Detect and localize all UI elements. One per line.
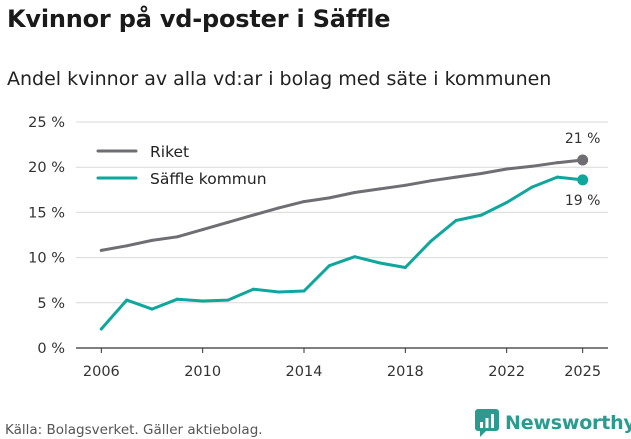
data-point — [555, 161, 559, 165]
legend-label: Riket — [150, 143, 189, 161]
x-axis: 2006 2010 2014 2018 2022 2025 — [83, 348, 601, 380]
y-tick-label: 25 % — [28, 115, 65, 131]
data-point — [555, 175, 559, 179]
data-point — [277, 290, 281, 294]
x-tick-label: 2025 — [564, 364, 601, 380]
x-tick-label: 2018 — [387, 364, 424, 380]
series-end-label: 21 % — [565, 131, 601, 147]
data-point — [251, 213, 255, 217]
series-end-label: 19 % — [565, 193, 601, 209]
data-point — [277, 206, 281, 210]
y-tick-label: 0 % — [37, 341, 65, 357]
source-note: Källa: Bolagsverket. Gäller aktiebolag. — [5, 422, 263, 438]
y-axis: 0 % 5 % 10 % 15 % 20 % 25 % — [28, 115, 65, 357]
data-point — [378, 261, 382, 265]
y-tick-label: 5 % — [37, 296, 65, 312]
data-point — [302, 289, 306, 293]
brand-name: Newsworthy — [505, 412, 631, 434]
data-point — [251, 287, 255, 291]
data-point — [125, 298, 129, 302]
data-point — [429, 179, 433, 183]
x-tick-label: 2006 — [83, 364, 120, 380]
brand-logo: Newsworthy — [475, 408, 631, 438]
data-point — [479, 213, 483, 217]
data-point — [226, 298, 230, 302]
data-point — [99, 327, 103, 331]
legend: Riket Säffle kommun — [96, 143, 267, 188]
line-chart: 2006 2010 2014 2018 2022 2025 0 % 5 % 10 % 15 % 2… — [28, 115, 608, 380]
y-tick-label: 15 % — [28, 205, 65, 221]
data-point — [530, 164, 534, 168]
data-point — [201, 228, 205, 232]
chart-subtitle: Andel kvinnor av alla vd:ar i bolag med … — [7, 68, 552, 90]
data-point — [505, 200, 509, 204]
data-point — [226, 220, 230, 224]
data-point — [125, 244, 129, 248]
data-point — [302, 200, 306, 204]
data-point — [429, 239, 433, 243]
data-point — [150, 307, 154, 311]
data-point — [327, 196, 331, 200]
data-point — [99, 248, 103, 252]
series-line-1 — [99, 175, 585, 331]
data-point — [378, 187, 382, 191]
newsworthy-logo-icon — [475, 409, 499, 437]
series-lines: 21 % 19 % — [99, 131, 601, 331]
data-point — [353, 255, 357, 259]
data-point — [175, 297, 179, 301]
data-point — [403, 266, 407, 270]
data-point — [150, 238, 154, 242]
chart-title: Kvinnor på vd-poster i Säffle — [7, 5, 391, 33]
data-point — [353, 191, 357, 195]
data-point — [479, 172, 483, 176]
y-tick-label: 10 % — [28, 251, 65, 267]
series-end-marker — [577, 174, 589, 186]
x-tick-label: 2010 — [184, 364, 221, 380]
data-point — [454, 175, 458, 179]
data-point — [505, 167, 509, 171]
data-point — [327, 264, 331, 268]
series-line-0 — [99, 158, 585, 252]
data-point — [454, 219, 458, 223]
data-point — [530, 185, 534, 189]
data-point — [175, 235, 179, 239]
x-tick-label: 2022 — [488, 364, 525, 380]
data-point — [201, 299, 205, 303]
data-point — [403, 183, 407, 187]
y-tick-label: 20 % — [28, 160, 65, 176]
gridlines — [76, 121, 608, 349]
series-end-marker — [577, 154, 589, 166]
legend-label: Säffle kommun — [150, 170, 267, 188]
x-tick-label: 2014 — [286, 364, 323, 380]
